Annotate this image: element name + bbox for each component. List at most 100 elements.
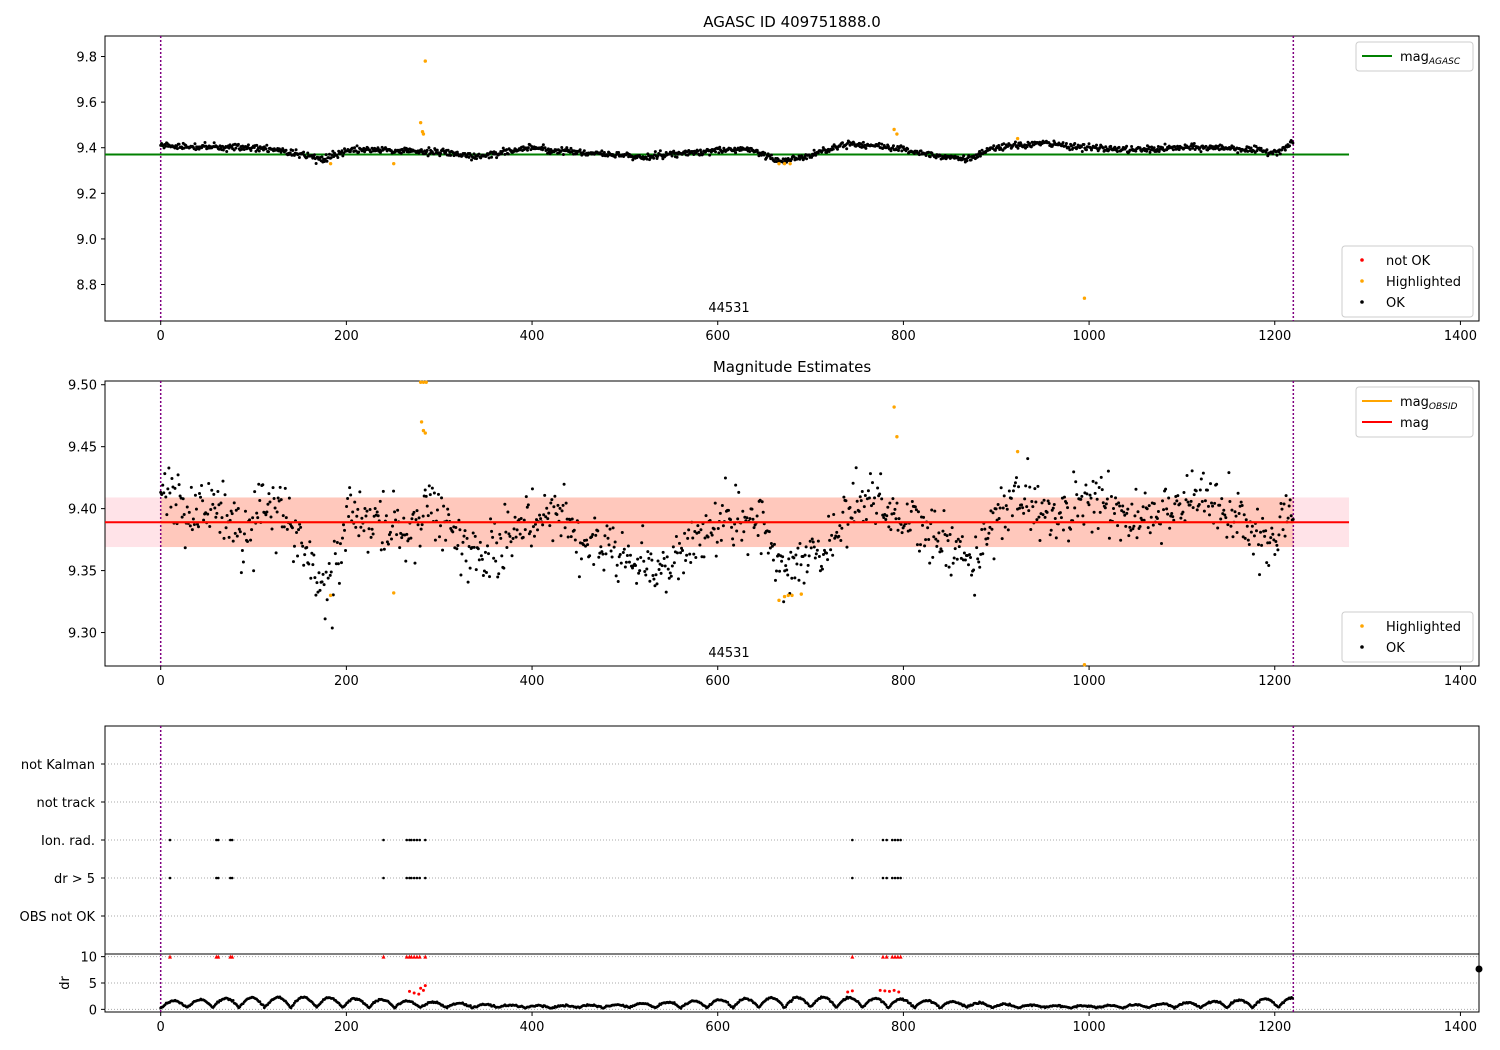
data-point-ok [173,486,177,490]
data-point-ok [787,557,791,561]
data-point-ok [815,548,819,552]
data-point-ok [1151,523,1155,527]
data-point-ok [974,535,978,539]
data-point-ok [875,511,879,515]
data-point-ok [645,157,649,161]
data-point-ok [692,552,696,556]
data-point-ok [665,555,669,559]
data-point-ok [679,551,683,555]
data-point-ok [731,537,735,541]
data-point-ok [1211,504,1215,508]
data-point-ok [249,149,253,153]
data-point-ok [1115,149,1119,153]
data-point-ok [1213,501,1217,505]
data-point-ok [1059,516,1063,520]
data-point-ok [1062,495,1066,499]
data-point-ok [870,481,874,485]
data-point-ok [1095,497,1099,501]
data-point-ok [1029,528,1033,532]
data-point-ok [758,498,762,502]
data-point-ok [1025,145,1029,149]
data-point-ok [1142,518,1146,522]
data-point-ok [327,152,331,156]
data-point-ok [311,563,315,567]
data-point-highlighted [1082,663,1087,667]
data-point-ok [167,466,171,470]
data-point-ok [467,545,471,549]
data-point-ok [1252,534,1256,538]
data-point-ok [1087,503,1091,507]
data-point-ok [328,573,332,577]
dr-offscale-marker [1475,965,1483,973]
flag-marker [410,876,413,880]
data-point-ok [896,528,900,532]
data-point-ok [1178,502,1182,506]
data-point-ok [712,527,716,531]
x-tick-label: 1000 [1073,1020,1106,1035]
data-point-ok [227,535,231,539]
data-point-ok [523,528,527,532]
x-tick-label: 0 [157,329,165,344]
data-point-ok [314,593,318,597]
flag-marker [215,876,218,880]
data-point-ok [790,576,794,580]
data-point-ok [953,547,957,551]
x-tick-label: 200 [334,329,359,344]
data-point-ok [233,531,237,535]
data-point-ok [562,482,566,486]
flag-marker [412,876,416,880]
flag-marker [896,876,900,880]
data-point-ok [191,517,195,521]
data-point-ok [242,532,246,536]
data-point-ok [177,483,181,487]
data-point-ok [563,526,567,530]
data-point-ok [306,151,310,155]
x-tick-label: 200 [334,1020,359,1035]
data-point-ok [926,526,930,530]
data-point-ok [935,544,939,548]
x-tick-label: 400 [520,1020,545,1035]
data-point-ok [212,141,216,145]
panel-flags: not Kalman not track Ion. rad. dr > 5 OBS no… [20,725,1480,955]
obsid-label: 44531 [708,301,749,316]
data-point-ok [983,527,987,531]
data-point-ok [379,548,383,552]
data-point-ok [1103,506,1107,510]
data-point-highlighted [777,598,781,603]
legend-dot-swatch [1360,645,1364,649]
data-point-ok [201,499,205,503]
data-point-ok [421,514,425,518]
data-point-ok [784,564,788,568]
data-point-ok [656,559,660,563]
data-point-ok [415,509,419,513]
data-point-ok [414,518,418,522]
dr-point-ok [469,1004,472,1007]
data-point-ok [869,504,873,508]
data-point-ok [236,507,240,511]
data-point-ok [645,567,649,571]
flag-marker [215,838,218,842]
data-point-ok [732,149,736,153]
data-point-ok [1229,524,1233,528]
data-point-ok [349,493,353,497]
data-point-ok [302,563,306,567]
data-point-ok [1188,503,1192,507]
data-point-ok [1168,526,1172,530]
data-point-ok [667,576,671,580]
data-point-ok [577,575,581,579]
data-point-ok [169,505,173,509]
data-point-ok [317,571,321,575]
data-point-ok [1289,514,1293,518]
data-point-ok [1022,511,1026,515]
flag-marker [230,876,234,880]
data-point-ok [1206,504,1210,508]
data-point-ok [500,152,504,156]
data-point-ok [187,510,191,514]
data-point-ok [1079,145,1083,149]
data-point-ok [740,538,744,542]
data-point-ok [358,490,362,494]
data-point-ok [1080,494,1084,498]
data-point-ok [1118,504,1122,508]
data-point-ok [391,524,395,528]
data-point-ok [429,511,433,515]
